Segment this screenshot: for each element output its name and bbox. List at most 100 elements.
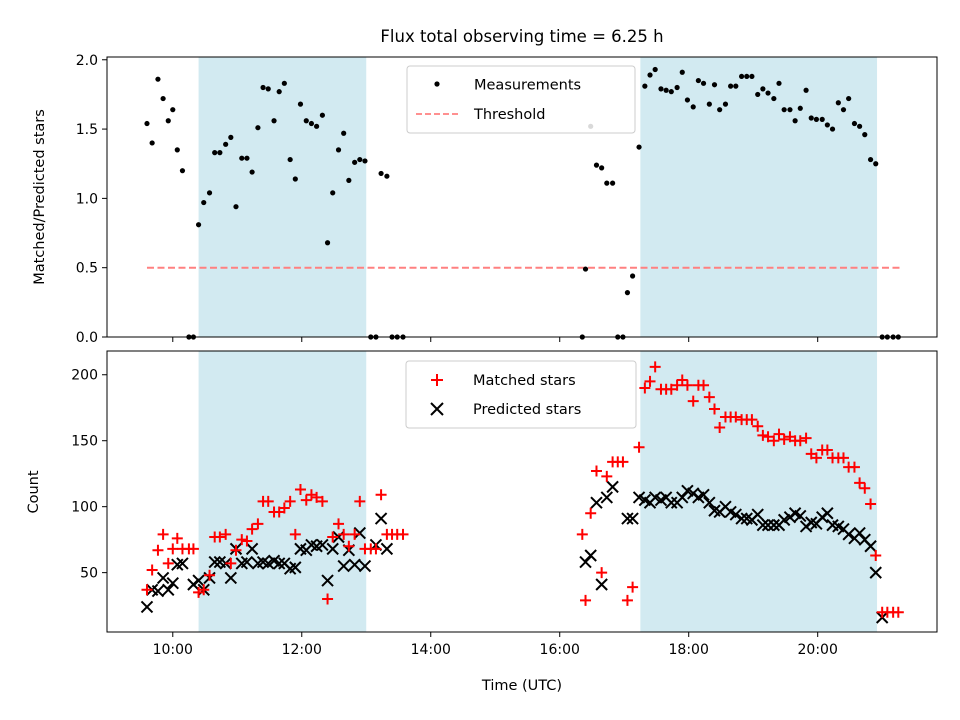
measurement-point — [668, 89, 674, 95]
bottom-x-axis: 10:00 12:00 14:00 16:00 18:00 20:00 — [153, 632, 838, 658]
predicted-point — [821, 507, 834, 520]
measurement-point — [652, 66, 658, 73]
top-shade-band-1 — [640, 57, 878, 337]
matched-point — [794, 435, 806, 447]
matched-point — [665, 383, 677, 395]
measurement-point — [755, 91, 761, 98]
predicted-point — [151, 584, 165, 598]
predicted-point — [192, 574, 205, 587]
matched-point — [204, 569, 216, 581]
matched-point — [198, 584, 210, 596]
legend-measurements-label: Measurements — [474, 78, 581, 94]
predicted-point — [240, 555, 254, 569]
measurement-point — [228, 134, 234, 140]
measurement-point — [684, 97, 691, 103]
predicted-point — [621, 512, 634, 525]
measurement-point — [179, 168, 186, 174]
predicted-point — [321, 574, 334, 587]
matched-point — [621, 594, 633, 606]
top-ytick-label: 0.0 — [76, 330, 98, 346]
matched-point — [892, 606, 904, 618]
matched-point — [236, 534, 248, 546]
matched-point — [585, 507, 597, 519]
predicted-point — [332, 530, 345, 544]
measurement-point — [797, 105, 803, 111]
matched-point — [859, 482, 871, 494]
predicted-point — [380, 542, 394, 556]
measurement-point — [303, 118, 309, 124]
matched-point — [316, 495, 328, 507]
matched-point — [870, 549, 882, 561]
measurement-point — [604, 180, 610, 186]
measurement-point — [346, 177, 352, 183]
predicted-point — [176, 557, 189, 570]
measurement-point — [824, 122, 830, 128]
predicted-point — [162, 583, 175, 596]
matched-point — [349, 528, 361, 540]
measurement-point — [781, 107, 787, 113]
matched-point — [338, 528, 350, 540]
measurement-point — [840, 107, 847, 113]
matched-point — [354, 495, 366, 507]
measurement-point — [857, 123, 863, 129]
matched-point — [311, 491, 323, 503]
measurement-point — [636, 144, 642, 150]
matched-point — [698, 379, 710, 391]
matched-point — [778, 433, 790, 445]
matched-point — [800, 432, 812, 444]
bottom-xtick-label: 10:00 — [153, 642, 193, 658]
predicted-point — [140, 600, 154, 614]
predicted-point — [842, 528, 855, 541]
matched-point — [333, 518, 345, 530]
matched-point — [810, 452, 822, 464]
measurement-point — [862, 132, 868, 138]
matched-point — [627, 581, 639, 593]
matched-point — [252, 518, 264, 530]
matched-point — [167, 543, 179, 555]
matched-point — [746, 414, 758, 426]
measurement-point — [384, 173, 390, 179]
matched-point — [681, 379, 693, 391]
bot-ytick-label: 50 — [80, 566, 98, 582]
measurement-point — [319, 112, 326, 118]
matched-point — [649, 361, 661, 373]
measurement-point — [352, 159, 358, 165]
top-ytick-label: 1.0 — [76, 191, 98, 207]
predicted-point — [156, 571, 170, 585]
measurement-point — [165, 118, 171, 124]
predicted-point — [853, 526, 866, 540]
measurement-point — [271, 118, 277, 124]
measurement-point — [265, 86, 271, 92]
bot-shade-band-1 — [640, 351, 878, 632]
measurement-point — [679, 69, 685, 75]
bottom-count-points — [140, 361, 904, 624]
matched-point — [289, 528, 301, 540]
measurement-point — [195, 222, 202, 228]
top-ytick-label: 1.5 — [76, 122, 98, 138]
predicted-point — [358, 559, 372, 573]
measurement-point — [239, 155, 245, 161]
matched-point — [146, 564, 158, 576]
predicted-point — [208, 555, 221, 569]
legend-measurements-marker — [434, 81, 440, 87]
measurement-point — [223, 141, 229, 147]
matched-point — [141, 584, 153, 596]
measurement-point — [630, 273, 636, 279]
matched-point — [676, 374, 688, 386]
matched-point — [768, 435, 780, 447]
measurement-point — [749, 73, 755, 80]
bot-ytick-label: 200 — [71, 368, 98, 384]
bottom-xtick-label: 20:00 — [798, 642, 838, 658]
matched-point — [152, 544, 164, 556]
measurement-point — [160, 95, 166, 102]
panel-bottom: 50 100 150 200 10:00 12:00 14:00 16:00 18:00 20:… — [26, 350, 938, 694]
predicted-point — [272, 557, 286, 570]
top-x-ticks — [172, 337, 819, 342]
measurement-point — [663, 87, 669, 93]
predicted-point — [245, 542, 259, 556]
measurement-point — [341, 130, 347, 136]
measurement-point — [170, 107, 176, 113]
measurement-point — [217, 150, 223, 156]
legend-predicted-label: Predicted stars — [473, 402, 581, 418]
measurement-point — [281, 80, 287, 86]
